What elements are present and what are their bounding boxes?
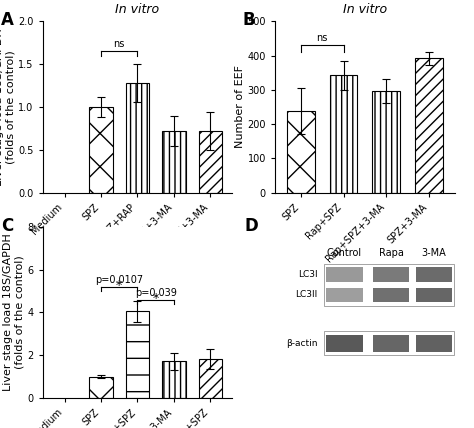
Y-axis label: Liver stage load 18S/GAPDH
(folds of the control): Liver stage load 18S/GAPDH (folds of the… xyxy=(0,28,16,186)
Text: LC3II: LC3II xyxy=(295,290,318,300)
FancyBboxPatch shape xyxy=(373,267,410,282)
Bar xyxy=(287,111,315,193)
Bar xyxy=(162,131,186,193)
Text: ns: ns xyxy=(114,39,125,49)
Bar xyxy=(415,58,443,193)
Bar xyxy=(126,83,149,193)
Title: In vitro: In vitro xyxy=(343,3,387,16)
Text: LC3I: LC3I xyxy=(298,270,318,279)
Title: In vitro: In vitro xyxy=(115,3,160,16)
Text: C: C xyxy=(1,217,13,235)
Text: *: * xyxy=(116,279,122,292)
Y-axis label: Number of EEF: Number of EEF xyxy=(235,65,245,149)
Y-axis label: Liver stage load 18S/GAPDH
(folds of the control): Liver stage load 18S/GAPDH (folds of the… xyxy=(3,234,25,391)
Text: ns: ns xyxy=(317,33,328,43)
Bar xyxy=(89,107,113,193)
FancyBboxPatch shape xyxy=(326,267,363,282)
Text: B: B xyxy=(243,11,255,29)
FancyBboxPatch shape xyxy=(326,288,363,302)
Text: D: D xyxy=(245,217,258,235)
Text: *: * xyxy=(153,292,159,305)
Text: Rapa: Rapa xyxy=(379,248,403,258)
FancyBboxPatch shape xyxy=(416,267,452,282)
Bar xyxy=(126,312,149,398)
FancyBboxPatch shape xyxy=(373,288,410,302)
FancyBboxPatch shape xyxy=(416,335,452,352)
FancyBboxPatch shape xyxy=(373,335,410,352)
Text: A: A xyxy=(1,11,14,29)
Text: p=0.039: p=0.039 xyxy=(135,288,177,298)
Bar xyxy=(199,359,222,398)
Bar xyxy=(89,377,113,398)
Bar xyxy=(329,75,357,193)
FancyBboxPatch shape xyxy=(416,288,452,302)
Bar xyxy=(373,91,401,193)
Text: Control: Control xyxy=(327,248,362,258)
Text: β-actin: β-actin xyxy=(286,339,318,348)
Text: p=0.0107: p=0.0107 xyxy=(95,275,143,285)
Text: 3-MA: 3-MA xyxy=(421,248,447,258)
FancyBboxPatch shape xyxy=(326,335,363,352)
Bar xyxy=(162,361,186,398)
Bar xyxy=(199,131,222,193)
